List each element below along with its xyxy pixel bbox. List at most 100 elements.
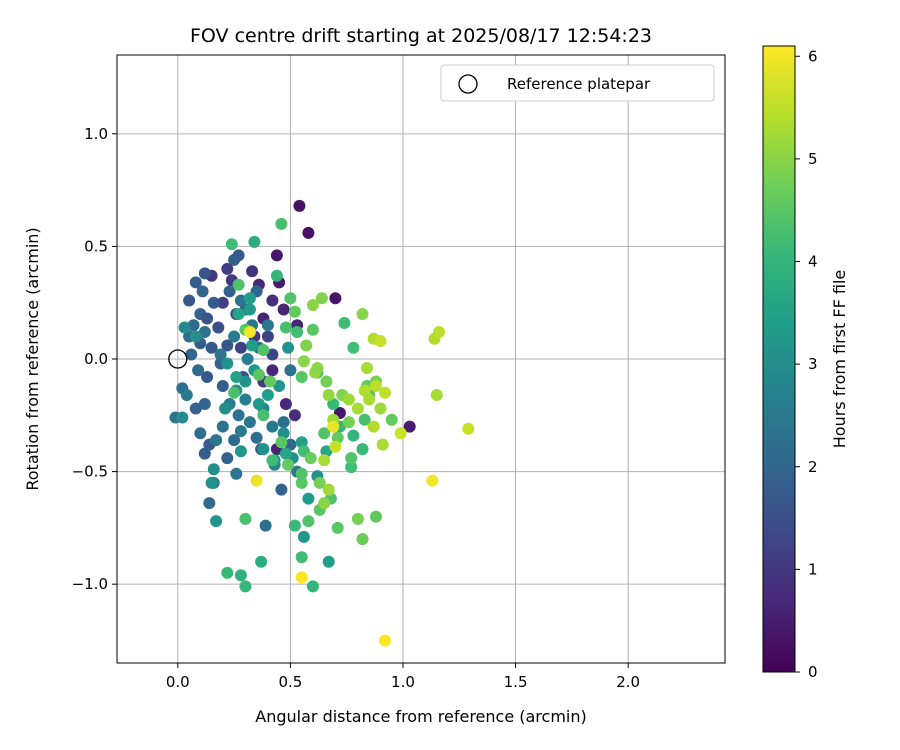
scatter-point (228, 386, 241, 399)
scatter-point (201, 312, 214, 325)
x-axis-ticks: 0.0 0.5 1.0 1.5 2.0 (166, 663, 640, 691)
scatter-point (243, 326, 256, 338)
scatter-point (306, 299, 319, 311)
scatter-point (192, 364, 205, 377)
colorbar-tick-label: 4 (808, 253, 818, 271)
scatter-point (306, 580, 319, 593)
scatter-point (345, 452, 358, 465)
scatter-point (266, 348, 279, 361)
scatter-point (374, 335, 387, 347)
scatter-point (279, 321, 292, 334)
colorbar-label: Hours from first FF file (830, 270, 849, 449)
scatter-point (311, 362, 324, 374)
y-tick-label: −1.0 (72, 575, 108, 593)
scatter-point (216, 296, 229, 309)
scatter-point (322, 483, 335, 496)
scatter-point (318, 497, 331, 510)
scatter-point (189, 276, 202, 289)
scatter-point (205, 341, 218, 354)
scatter-point (347, 429, 360, 442)
scatter-point (295, 371, 308, 383)
scatter-point (297, 530, 310, 543)
scatter-point (284, 292, 297, 305)
scatter-points (169, 199, 475, 647)
scatter-point (183, 294, 196, 307)
scatter-point (331, 521, 344, 534)
colorbar-tick-label: 1 (808, 560, 818, 578)
scatter-point (221, 262, 234, 275)
scatter-point (358, 413, 371, 426)
grid (117, 55, 725, 663)
scatter-point (356, 533, 369, 546)
scatter-point (270, 249, 283, 262)
scatter-point (374, 402, 387, 415)
scatter-point (230, 467, 243, 480)
scatter-point (239, 512, 252, 525)
scatter-point (318, 427, 331, 440)
scatter-point (228, 253, 241, 266)
scatter-point (327, 420, 340, 433)
scatter-point (322, 389, 335, 401)
scatter-point (189, 330, 202, 343)
colorbar: 0 1 2 3 4 5 6 Hours from first FF file (762, 45, 849, 681)
scatter-point (243, 292, 256, 305)
scatter-point (252, 368, 265, 381)
scatter-point (228, 434, 241, 447)
scatter-point (266, 294, 279, 307)
scatter-point (198, 267, 211, 280)
y-tick-label: −0.5 (72, 463, 108, 481)
scatter-point (243, 416, 256, 429)
scatter-point (198, 447, 211, 460)
scatter-point (282, 458, 295, 471)
scatter-point (221, 566, 234, 579)
scatter-point (284, 438, 297, 451)
scatter-point (297, 355, 310, 368)
scatter-point (225, 238, 238, 251)
x-tick-label: 1.0 (391, 673, 415, 691)
scatter-point (302, 515, 315, 528)
scatter-point (342, 416, 355, 429)
x-tick-label: 0.5 (278, 673, 302, 691)
scatter-point (277, 303, 290, 316)
scatter-point (219, 402, 232, 415)
y-tick-label: 1.0 (84, 125, 108, 143)
scatter-point (331, 431, 344, 444)
scatter-point (394, 427, 407, 440)
colorbar-tick-label: 6 (808, 47, 818, 65)
scatter-point (246, 339, 259, 352)
x-tick-label: 0.0 (166, 673, 190, 691)
scatter-point (264, 375, 277, 388)
scatter-point (185, 348, 198, 361)
scatter-point (246, 265, 259, 278)
scatter-point (243, 303, 256, 316)
y-tick-label: 0.0 (84, 350, 108, 368)
scatter-point (356, 443, 369, 456)
scatter-point (234, 569, 247, 582)
scatter-point (273, 380, 286, 392)
scatter-point (232, 308, 245, 320)
scatter-point (376, 438, 389, 451)
scatter-point (284, 364, 297, 377)
x-axis-label: Angular distance from reference (arcmin) (255, 707, 586, 726)
x-tick-label: 1.5 (504, 673, 528, 691)
scatter-point (216, 380, 229, 392)
scatter-point (198, 326, 211, 338)
scatter-point (257, 409, 270, 422)
colorbar-tick-label: 0 (808, 663, 818, 681)
scatter-point (198, 398, 211, 410)
scatter-point (329, 440, 342, 453)
scatter-point (250, 431, 263, 444)
scatter-point (295, 467, 308, 480)
scatter-point (201, 371, 214, 383)
scatter-point (370, 380, 382, 392)
scatter-point (363, 393, 376, 406)
x-tick-label: 2.0 (616, 673, 640, 691)
y-tick-label: 0.5 (84, 237, 108, 255)
scatter-point (291, 326, 304, 338)
scatter-point (180, 389, 193, 401)
scatter-point (234, 445, 247, 458)
scatter-point (320, 375, 333, 388)
scatter-point (282, 341, 295, 354)
legend-label: Reference platepar (507, 75, 651, 93)
scatter-point (358, 384, 371, 397)
